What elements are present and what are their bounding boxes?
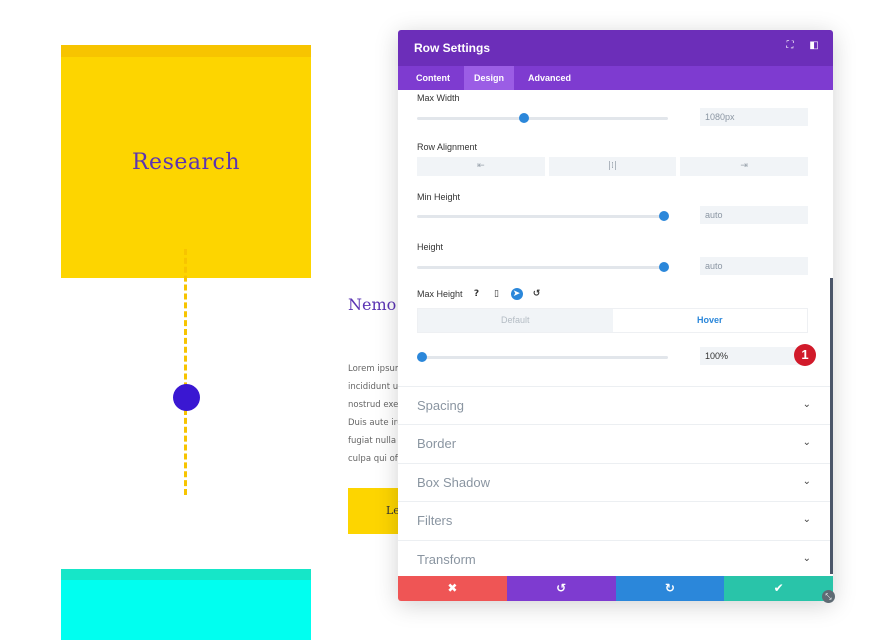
chevron-down-icon: ⌄ — [802, 476, 811, 487]
max-width-slider-knob[interactable] — [519, 113, 529, 123]
redo-button[interactable]: ↻ — [615, 576, 725, 601]
height-slider-knob[interactable] — [659, 262, 669, 272]
section-box-shadow[interactable]: Box Shadow ⌄ — [398, 463, 833, 502]
section-label: Box Shadow — [417, 475, 490, 490]
body-line: Duis aute iru — [348, 418, 398, 428]
card-top-bar — [61, 569, 311, 580]
chevron-down-icon: ⌄ — [802, 553, 811, 564]
background-body-text: Lorem ipsum incididunt ut nostrud exer D… — [348, 360, 398, 468]
min-height-slider-knob[interactable] — [659, 211, 669, 221]
settings-content: Max Width 1080px Row Alignment ⇤ |⁞| ⇥ M… — [398, 90, 833, 576]
chevron-down-icon: ⌄ — [802, 437, 811, 448]
reset-icon[interactable]: ↺ — [532, 289, 541, 299]
height-label: Height — [417, 242, 444, 252]
max-height-slider-knob[interactable] — [417, 352, 427, 362]
background-button-label: Le — [386, 504, 398, 517]
background-button[interactable]: Le — [348, 488, 398, 534]
teal-card — [61, 569, 311, 640]
section-label: Border — [417, 436, 457, 451]
max-height-value[interactable]: 100% — [700, 347, 808, 365]
resize-handle-icon[interactable]: ⤡ — [822, 590, 835, 603]
min-height-slider[interactable] — [417, 215, 668, 218]
tab-design[interactable]: Design — [464, 66, 515, 90]
cursor-hover-icon[interactable]: ➤ — [510, 288, 523, 300]
undo-button[interactable]: ↺ — [506, 576, 616, 601]
help-icon[interactable]: ? — [473, 289, 480, 299]
chevron-down-icon: ⌄ — [802, 399, 811, 410]
timeline-dot — [173, 384, 200, 411]
body-line: fugiat nulla p — [348, 436, 398, 446]
align-left-button[interactable]: ⇤ — [417, 157, 545, 176]
chevron-down-icon: ⌄ — [802, 514, 811, 525]
max-width-value[interactable]: 1080px — [700, 108, 808, 126]
min-height-label: Min Height — [417, 192, 461, 202]
body-line: nostrud exer — [348, 400, 398, 410]
card-top-bar — [61, 45, 311, 57]
max-height-label: Max Height — [417, 289, 463, 299]
modal-header: Row Settings ⛶ ◧ — [398, 30, 833, 66]
header-icons: ⛶ ◧ — [785, 41, 819, 51]
body-line: culpa qui offi — [348, 454, 398, 464]
tab-advanced[interactable]: Advanced — [528, 73, 572, 83]
max-height-slider[interactable] — [417, 356, 668, 359]
max-width-label: Max Width — [417, 93, 460, 103]
tab-content[interactable]: Content — [416, 73, 450, 83]
body-line: incididunt ut — [348, 382, 398, 392]
align-right-button[interactable]: ⇥ — [680, 157, 809, 176]
research-card: Research — [61, 45, 311, 278]
row-settings-modal: Row Settings ⛶ ◧ Content Design Advanced… — [398, 30, 833, 601]
section-spacing[interactable]: Spacing ⌄ — [398, 386, 833, 425]
phone-icon[interactable]: ▯ — [494, 289, 499, 299]
cancel-button[interactable]: ✖ — [398, 576, 507, 601]
max-height-header: Max Height ? ▯ ➤ ↺ — [417, 288, 543, 300]
heading-text: Nemo asperr — [348, 296, 398, 314]
sidebar-toggle-icon[interactable]: ◧ — [809, 40, 819, 51]
state-toggle: Default Hover — [417, 308, 808, 333]
body-line: Lorem ipsum — [348, 364, 398, 374]
height-slider[interactable] — [417, 266, 668, 269]
step-badge: 1 — [794, 344, 816, 366]
save-button[interactable]: ✔ — [724, 576, 833, 601]
fullscreen-icon[interactable]: ⛶ — [786, 40, 794, 51]
background-heading: Nemo asperr — [348, 296, 398, 314]
section-filters[interactable]: Filters ⌄ — [398, 501, 833, 540]
settings-tabs: Content Design Advanced — [398, 66, 833, 90]
row-alignment-label: Row Alignment — [417, 142, 478, 152]
section-transform[interactable]: Transform ⌄ — [398, 540, 833, 576]
modal-title: Row Settings — [414, 41, 491, 55]
align-center-button[interactable]: |⁞| — [548, 157, 677, 176]
height-value[interactable]: auto — [700, 257, 808, 275]
section-label: Transform — [417, 552, 476, 567]
hover-state-tab[interactable]: Hover — [612, 309, 807, 332]
row-alignment-options: ⇤ |⁞| ⇥ — [417, 157, 809, 176]
min-height-value[interactable]: auto — [700, 206, 808, 224]
modal-footer: ✖ ↺ ↻ ✔ — [398, 576, 833, 601]
scrollbar[interactable] — [830, 278, 833, 574]
card-title: Research — [131, 150, 241, 175]
max-width-slider[interactable] — [417, 117, 668, 120]
section-label: Filters — [417, 513, 453, 528]
timeline-dashed-line — [184, 249, 187, 495]
default-state-tab[interactable]: Default — [418, 309, 613, 332]
section-border[interactable]: Border ⌄ — [398, 424, 833, 463]
section-label: Spacing — [417, 398, 464, 413]
